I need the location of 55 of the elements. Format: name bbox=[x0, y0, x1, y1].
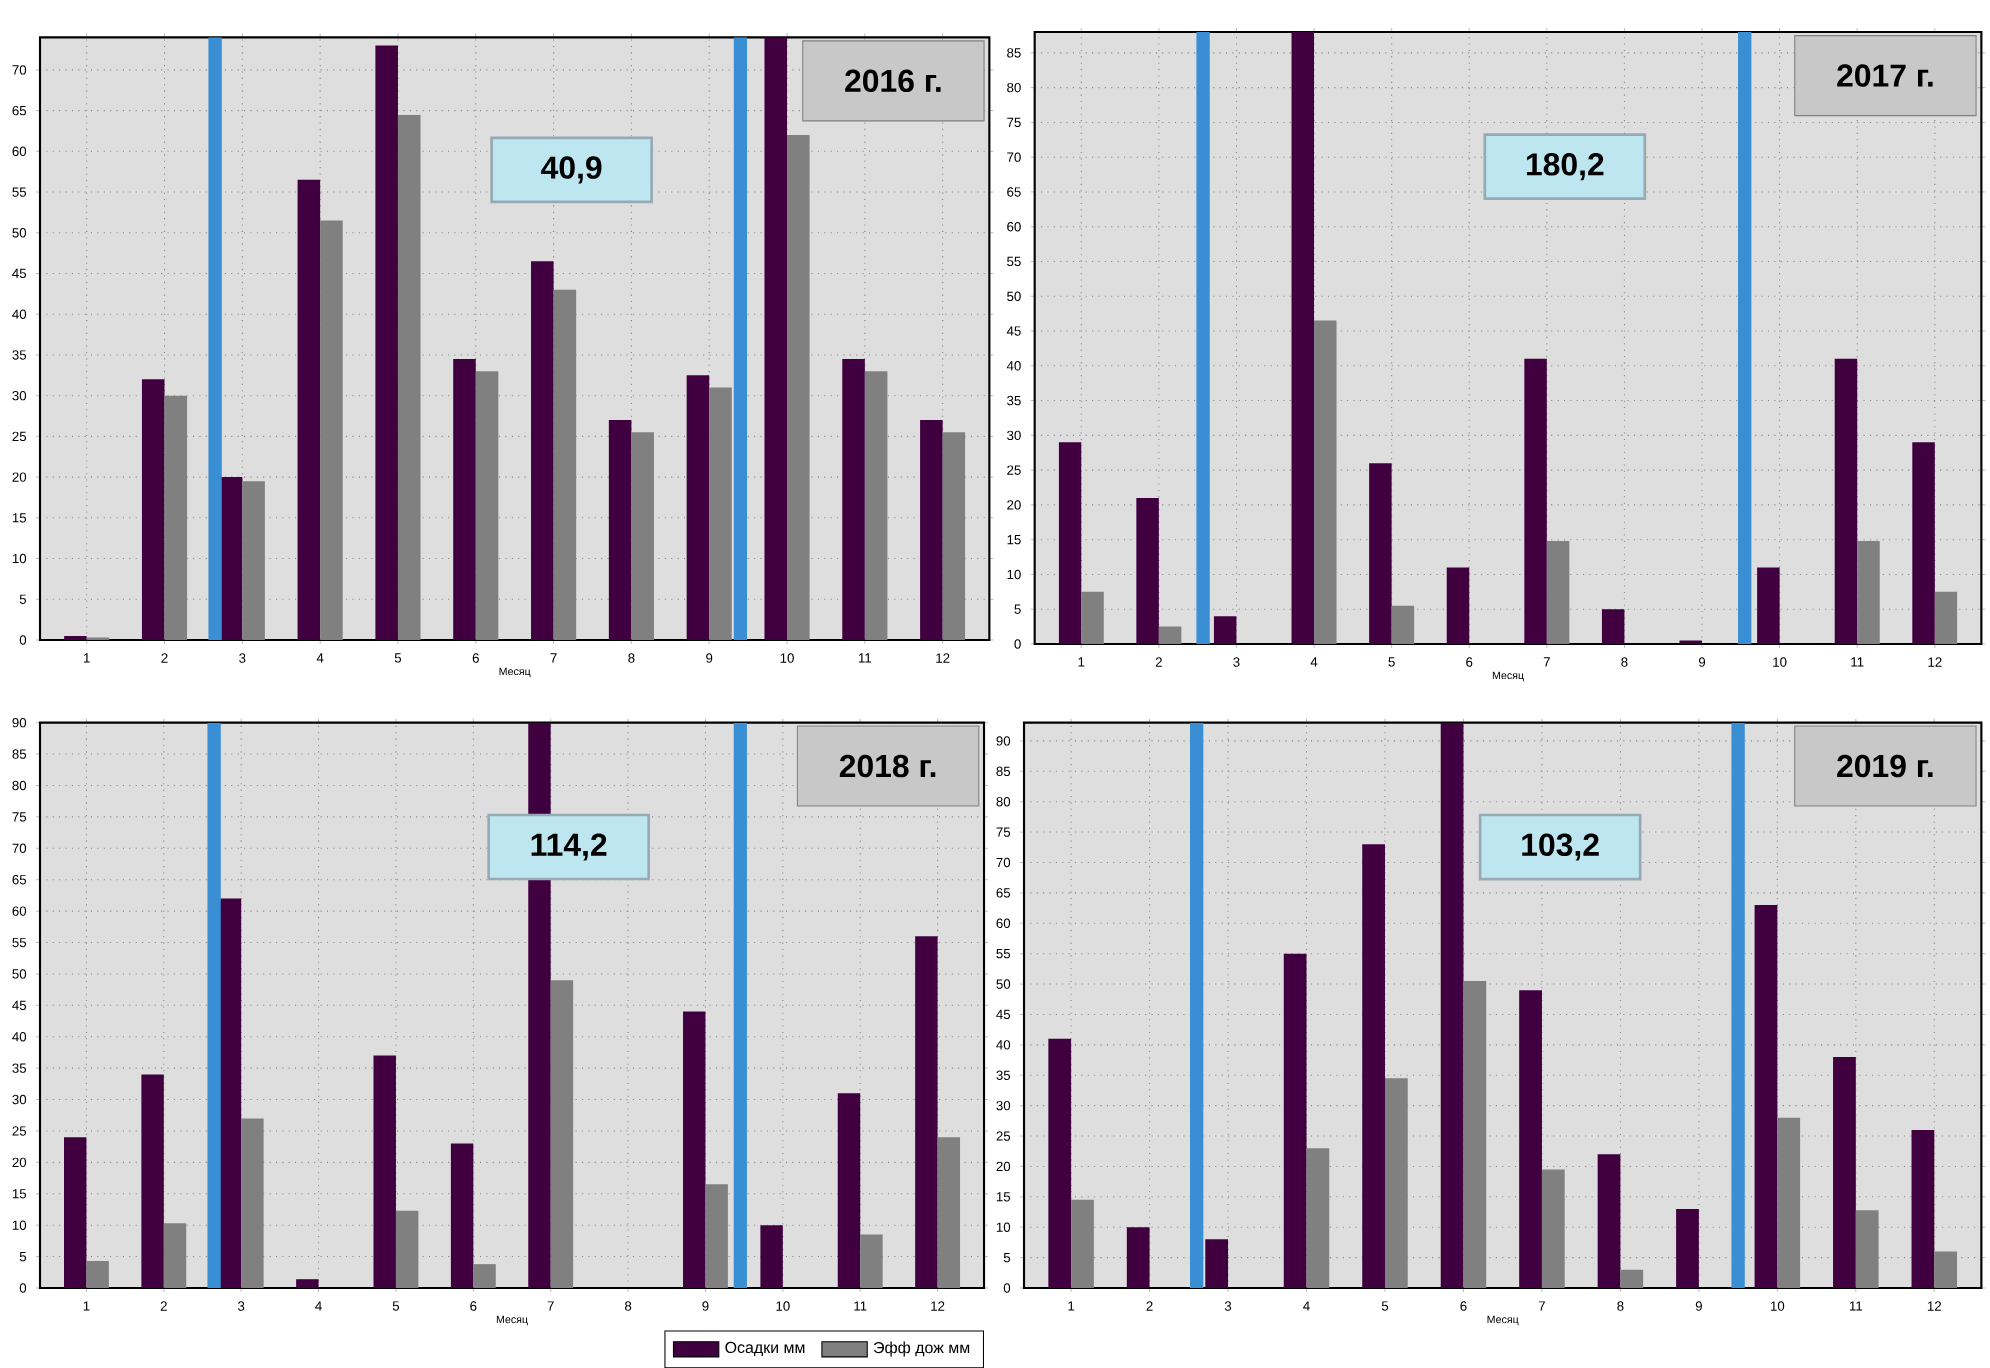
bar bbox=[141, 1074, 164, 1288]
bar bbox=[550, 980, 574, 1288]
bar bbox=[764, 37, 788, 640]
bar bbox=[920, 419, 943, 640]
annotation: 180,2 bbox=[1526, 152, 1604, 181]
bar bbox=[608, 419, 632, 640]
bar bbox=[1362, 844, 1385, 1288]
bar bbox=[1754, 904, 1778, 1288]
text: 2019 г. bbox=[1837, 754, 1933, 778]
bar bbox=[1136, 497, 1159, 644]
bar bbox=[141, 379, 165, 640]
bar bbox=[64, 1137, 87, 1288]
bar bbox=[864, 371, 888, 640]
bar bbox=[1757, 567, 1780, 644]
text: 2017 г. bbox=[1837, 64, 1933, 87]
bar bbox=[1934, 591, 1958, 644]
bar bbox=[1440, 722, 1464, 1288]
bar bbox=[1676, 1208, 1699, 1288]
annotation: 40,9 bbox=[541, 156, 602, 184]
bar bbox=[760, 1225, 783, 1288]
bar bbox=[296, 1279, 319, 1288]
bar bbox=[1834, 358, 1858, 644]
bar bbox=[1126, 1227, 1150, 1288]
text: 2016 г. bbox=[845, 69, 941, 92]
bar bbox=[375, 45, 398, 640]
bar bbox=[686, 375, 710, 640]
bar bbox=[453, 358, 476, 640]
annotation: 103,2 bbox=[1522, 833, 1599, 861]
bar bbox=[553, 289, 577, 640]
bar bbox=[531, 261, 554, 640]
bar bbox=[1205, 1239, 1229, 1288]
bar bbox=[1291, 31, 1315, 644]
bar bbox=[450, 1143, 474, 1288]
bar bbox=[1213, 616, 1237, 644]
bar bbox=[1912, 442, 1935, 644]
bar bbox=[683, 1011, 706, 1288]
bar bbox=[1601, 609, 1625, 644]
bar bbox=[1519, 990, 1542, 1288]
bar bbox=[297, 179, 321, 640]
bar bbox=[1446, 567, 1470, 644]
bar bbox=[1524, 358, 1547, 644]
bar bbox=[837, 1093, 861, 1288]
bar bbox=[1369, 463, 1392, 644]
bar bbox=[842, 358, 865, 640]
bar bbox=[1597, 1154, 1621, 1288]
bar bbox=[1058, 442, 1082, 644]
bar bbox=[915, 936, 938, 1288]
bar bbox=[1833, 1056, 1856, 1288]
bar bbox=[1158, 626, 1182, 644]
bar bbox=[1911, 1129, 1935, 1288]
bar bbox=[373, 1055, 396, 1288]
annotation: 114,2 bbox=[531, 833, 607, 861]
bar bbox=[1283, 953, 1307, 1288]
bar bbox=[1048, 1038, 1072, 1288]
text: 2018 г. bbox=[839, 754, 936, 778]
